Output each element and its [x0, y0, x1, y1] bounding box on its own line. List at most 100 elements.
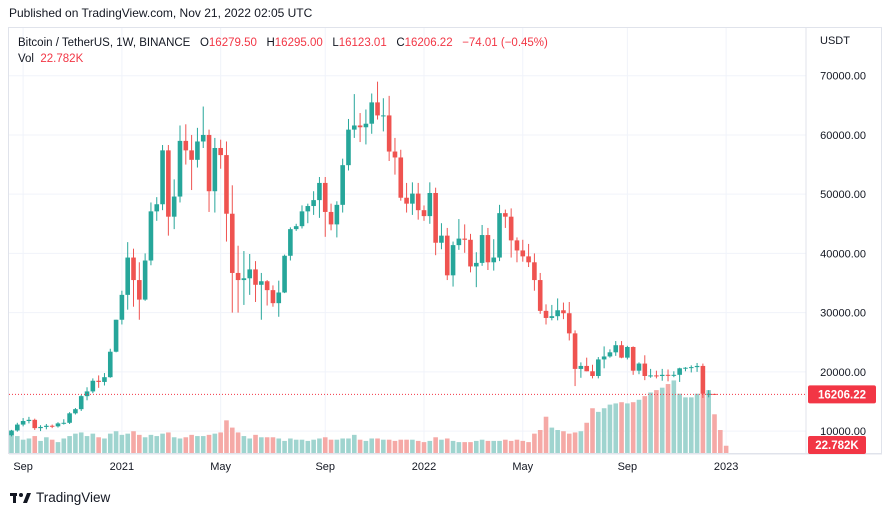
volume-bar: [561, 431, 566, 453]
volume-bar: [357, 439, 363, 453]
volume-bar: [718, 430, 723, 453]
candle-body: [375, 102, 380, 116]
candle-body: [683, 367, 688, 369]
candle-body: [102, 377, 107, 382]
candle-body: [497, 213, 502, 258]
currency-label: USDT: [820, 35, 850, 47]
candle-body: [462, 238, 467, 240]
tradingview-brand[interactable]: TradingView: [10, 490, 110, 505]
volume-bar: [160, 433, 165, 453]
y-tick-label: 70000.00: [820, 71, 866, 83]
candle-body: [293, 226, 299, 230]
volume-bar: [206, 434, 212, 453]
candle-body: [433, 192, 438, 243]
volume-bar: [229, 427, 235, 453]
volume-bar: [67, 436, 72, 453]
candle-body: [189, 150, 194, 160]
candle-body: [328, 211, 334, 225]
volume-bar: [700, 393, 706, 453]
candle-body: [148, 211, 154, 261]
y-axis: USDT 70000.00 60000.00 50000.00 40000.00 3000…: [820, 35, 866, 438]
candle-body: [96, 380, 101, 382]
candle-body: [415, 193, 421, 211]
volume-bar: [189, 434, 194, 453]
candle-body: [9, 430, 14, 436]
volume-bar: [15, 436, 20, 453]
candle-body: [125, 257, 130, 295]
candle-body: [625, 346, 630, 358]
close-value: 16206.22: [404, 37, 453, 49]
candle-body: [311, 200, 316, 207]
candle-body: [195, 141, 200, 160]
candle-body: [607, 352, 613, 357]
candle-body: [381, 115, 386, 117]
volume-bar: [514, 439, 520, 453]
volume-bar: [566, 433, 572, 453]
low-label: L: [332, 37, 339, 49]
volume-bar: [218, 432, 223, 453]
volume-bar: [659, 387, 665, 453]
x-tick-label: Sep: [618, 461, 638, 473]
candle-body: [503, 213, 508, 217]
candle-body: [154, 204, 160, 212]
gridlines: [9, 28, 882, 455]
volume-bar: [404, 439, 409, 453]
volume-label[interactable]: Vol: [18, 53, 34, 65]
candle-body: [206, 134, 212, 192]
candle-body: [131, 257, 136, 281]
volume-bar: [334, 439, 340, 453]
volume-bar: [282, 440, 287, 453]
candle-body: [514, 240, 520, 251]
x-tick-label: 2022: [412, 461, 436, 473]
volume-bar: [398, 439, 404, 453]
volume-bar: [311, 439, 316, 453]
candle-body: [142, 260, 148, 300]
volume-bar: [630, 402, 636, 453]
volume-bar: [625, 403, 630, 453]
candle-body: [322, 182, 328, 212]
volume-bar: [572, 432, 578, 453]
volume-bar: [9, 432, 14, 453]
symbol-label[interactable]: Bitcoin / TetherUS, 1W, BINANCE: [18, 37, 191, 49]
volume-bar: [84, 436, 90, 453]
candle-body: [479, 235, 485, 263]
volume-bar: [532, 433, 537, 453]
candle-body: [113, 319, 119, 352]
volume-bar: [166, 432, 171, 453]
volume-bar: [415, 440, 421, 453]
last-price-tag-text: 16206.22: [818, 389, 866, 401]
candle-body: [439, 235, 444, 243]
candle-body: [224, 155, 229, 214]
low-value: 16123.01: [338, 37, 387, 49]
candle-body: [212, 147, 218, 192]
candle-body: [247, 269, 253, 279]
volume-bar: [386, 439, 392, 453]
volume-bar: [270, 437, 276, 453]
volume-bar: [305, 440, 311, 453]
volume-bar: [78, 432, 84, 453]
candle-body: [346, 129, 351, 166]
volume-bar: [369, 438, 375, 453]
volume-bar: [375, 438, 380, 453]
volume-bar: [381, 439, 386, 453]
volume-bar: [55, 442, 61, 453]
x-tick-label: 2023: [714, 461, 738, 473]
volume-bar: [665, 384, 671, 453]
candle-body: [26, 419, 32, 422]
y-tick-label: 40000.00: [820, 248, 866, 260]
volume-bars: [9, 380, 729, 453]
x-tick-label: Sep: [13, 461, 33, 473]
candle-body: [561, 310, 566, 314]
volume-bar: [723, 445, 729, 453]
volume-bar: [142, 437, 148, 453]
volume-bar: [259, 437, 264, 453]
x-tick-label: May: [210, 461, 231, 473]
candle-body: [543, 310, 549, 318]
candle-body: [590, 371, 595, 377]
candle-body: [532, 262, 537, 281]
volume-bar: [712, 414, 717, 453]
volume-bar: [450, 440, 456, 453]
candle-body: [642, 363, 648, 377]
candle-body: [177, 140, 183, 197]
